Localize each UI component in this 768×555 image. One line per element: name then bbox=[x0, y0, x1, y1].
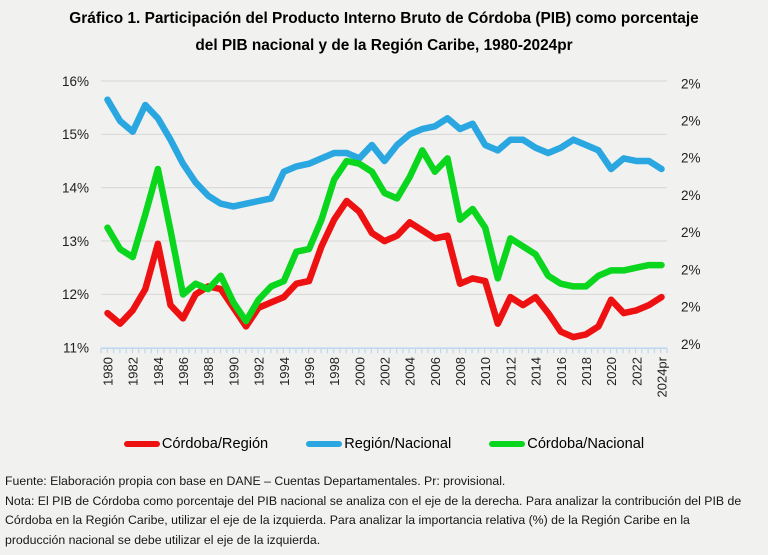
right-axis-tick-label: 2% bbox=[681, 225, 701, 240]
chart-legend: Córdoba/Región Región/Nacional Córdoba/N… bbox=[0, 430, 768, 458]
green-line-swatch-icon bbox=[489, 441, 526, 447]
right-axis-tick-label: 2% bbox=[681, 300, 701, 315]
x-axis-year-label: 2018 bbox=[579, 357, 594, 386]
x-axis-year-label: 1994 bbox=[277, 357, 292, 386]
right-axis-tick-label: 2% bbox=[681, 188, 701, 203]
x-axis-year-label: 2016 bbox=[554, 357, 569, 386]
x-axis-year-label: 2014 bbox=[529, 357, 544, 386]
x-axis-year-label: 2000 bbox=[352, 357, 367, 386]
x-axis-year-label: 1996 bbox=[302, 357, 317, 386]
left-axis-tick-label: 13% bbox=[62, 234, 89, 249]
x-axis-year-label: 2010 bbox=[478, 357, 493, 386]
left-axis-tick-label: 12% bbox=[62, 287, 89, 302]
chart-footnotes: Fuente: Elaboración propia con base en D… bbox=[5, 472, 753, 550]
left-axis-tick-label: 16% bbox=[62, 74, 89, 89]
blue-line-swatch-icon bbox=[306, 441, 343, 447]
methodology-note: Nota: El PIB de Córdoba como porcentaje … bbox=[5, 493, 742, 547]
chart-title: Gráfico 1. Participación del Producto In… bbox=[0, 5, 768, 59]
x-axis-year-label: 2006 bbox=[428, 357, 443, 386]
legend-item-region-nacional: Región/Nacional bbox=[306, 436, 451, 452]
legend-label-cordoba-nacional: Córdoba/Nacional bbox=[527, 436, 645, 452]
legend-label-region-nacional: Región/Nacional bbox=[344, 436, 452, 452]
x-axis-year-label: 2002 bbox=[378, 357, 393, 386]
right-axis-tick-label: 2% bbox=[681, 337, 701, 352]
series-line-region-nacional bbox=[104, 96, 665, 210]
source-note: Fuente: Elaboración propia con base en D… bbox=[5, 474, 506, 488]
x-axis-year-label: 2022 bbox=[629, 357, 644, 386]
legend-item-cordoba-nacional: Córdoba/Nacional bbox=[489, 436, 644, 452]
legend-label-cordoba-region: Córdoba/Región bbox=[161, 436, 269, 452]
x-axis-year-label: 1984 bbox=[151, 357, 166, 386]
left-axis-tick-label: 11% bbox=[63, 341, 89, 356]
x-axis-year-label: 2012 bbox=[503, 357, 518, 386]
x-axis-year-label: 2008 bbox=[453, 357, 468, 386]
right-axis-tick-label: 2% bbox=[681, 76, 701, 91]
chart-title-line2: del PIB nacional y de la Región Caribe, … bbox=[195, 37, 573, 54]
x-axis-year-label: 1990 bbox=[226, 357, 241, 386]
red-line-swatch-icon bbox=[123, 441, 160, 447]
x-axis-year-label: 1980 bbox=[101, 357, 116, 386]
right-axis-tick-label: 2% bbox=[681, 114, 701, 129]
x-axis-year-label: 1988 bbox=[201, 357, 216, 386]
series-line-cordoba-region bbox=[104, 197, 665, 341]
x-axis-year-label: 2020 bbox=[604, 357, 619, 386]
series-line-cordoba-nacional bbox=[104, 147, 665, 325]
right-axis-tick-label: 2% bbox=[681, 151, 701, 166]
left-axis-tick-label: 15% bbox=[62, 127, 89, 142]
x-axis-year-label: 2004 bbox=[403, 357, 418, 386]
x-axis-year-label: 1992 bbox=[252, 357, 267, 386]
x-axis-year-label: 1998 bbox=[327, 357, 342, 386]
x-axis-year-label: 1986 bbox=[176, 357, 191, 386]
x-axis-year-label: 2024pr bbox=[655, 356, 670, 397]
legend-item-cordoba-region: Córdoba/Región bbox=[123, 436, 269, 452]
chart-title-line1: Gráfico 1. Participación del Producto In… bbox=[69, 10, 699, 27]
left-axis-tick-label: 14% bbox=[62, 181, 89, 196]
x-axis-year-label: 1982 bbox=[126, 357, 141, 386]
right-axis-tick-label: 2% bbox=[681, 262, 701, 277]
